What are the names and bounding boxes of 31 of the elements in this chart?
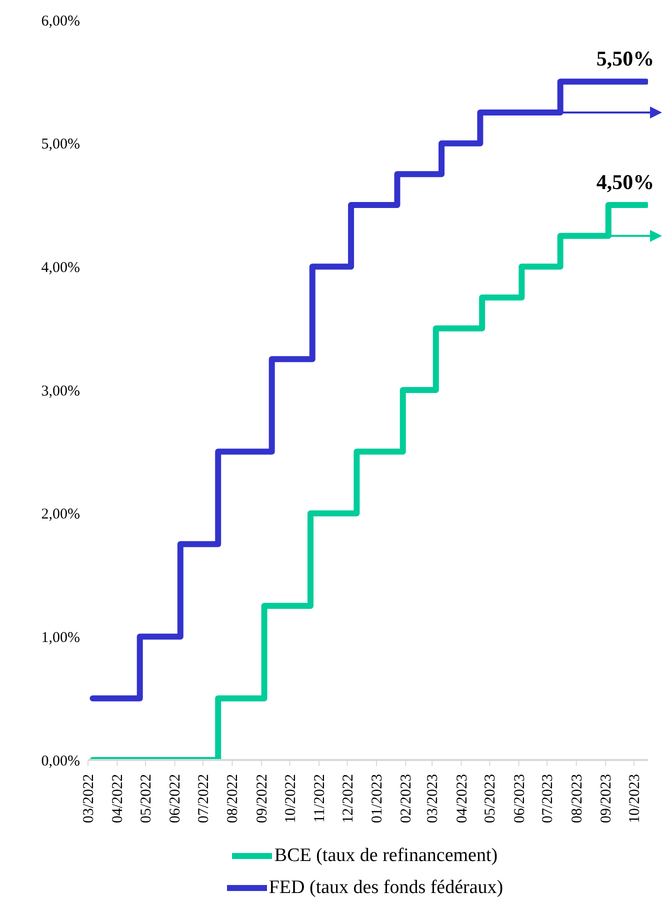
x-tick-label: 06/2023 (512, 774, 528, 824)
x-tick-label: 09/2023 (598, 774, 615, 824)
y-tick-label: 2,00% (41, 506, 80, 523)
x-tick-label: 03/2023 (425, 774, 442, 824)
x-tick-label: 05/2022 (138, 774, 155, 824)
y-tick-label: 1,00% (41, 630, 80, 646)
y-tick-label: 5,00% (41, 136, 80, 153)
x-tick-label: 04/2023 (454, 774, 470, 824)
x-tick-label: 05/2023 (482, 774, 499, 824)
x-tick-label: 11/2022 (312, 774, 328, 823)
x-tick-label: 07/2023 (540, 774, 556, 824)
y-tick-label: 0,00% (41, 753, 80, 770)
annotation: 5,50% (596, 46, 654, 71)
x-tick-label: 03/2022 (81, 774, 97, 824)
x-tick-label: 10/2022 (282, 774, 299, 824)
x-tick-label: 01/2023 (369, 774, 386, 824)
x-tick-label: 09/2022 (254, 774, 270, 824)
annotation: 4,50% (596, 170, 654, 194)
legend-label: FED (taux des fonds fédéraux) (268, 877, 504, 899)
x-tick-label: 08/2022 (225, 774, 242, 824)
y-tick-label: 3,00% (41, 383, 80, 400)
y-tick-label: 6,00% (41, 13, 80, 30)
x-tick-label: 08/2023 (569, 774, 586, 824)
x-tick-label: 06/2022 (168, 774, 184, 824)
x-tick-label: 12/2022 (340, 774, 356, 824)
x-tick-label: 10/2023 (626, 774, 643, 824)
x-tick-label: 04/2022 (110, 774, 126, 824)
legend-label: BCE (taux de refinancement) (274, 845, 498, 867)
y-tick-label: 4,00% (41, 260, 80, 276)
x-tick-label: 07/2022 (196, 774, 212, 824)
x-tick-label: 02/2023 (398, 774, 415, 824)
